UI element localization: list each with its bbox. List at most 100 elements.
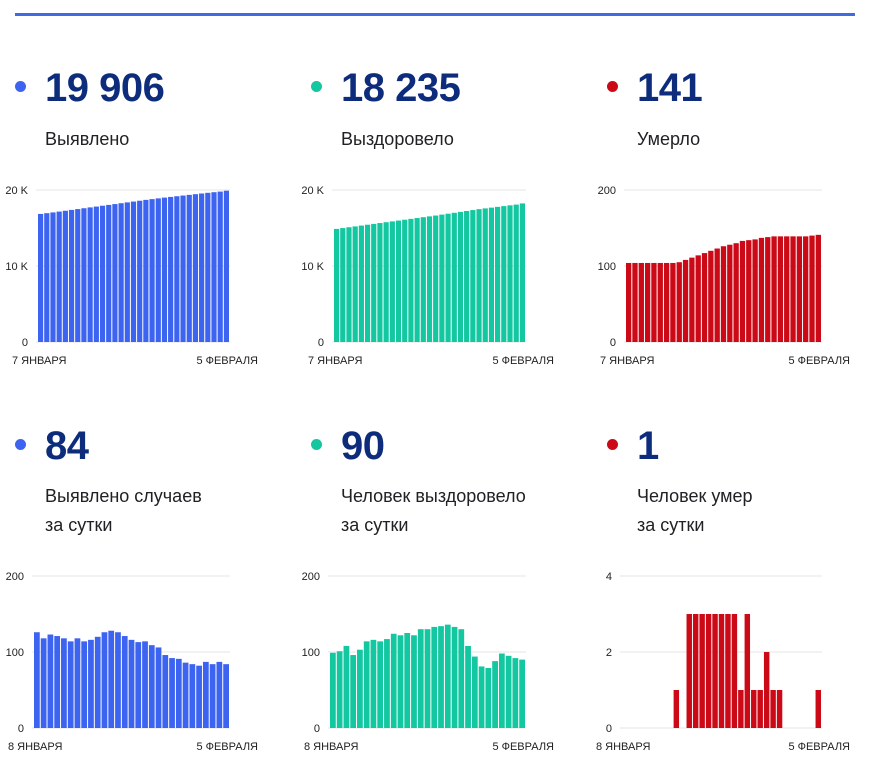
bar [495,206,501,342]
chart-daily-recovered: 0 100 200 8 ЯНВАРЯ 5 ФЕВРАЛЯ [302,571,554,753]
bar [682,259,689,342]
bar [377,223,383,342]
bar [470,210,476,342]
x-label-start: 8 ЯНВАРЯ [8,741,62,753]
y-tick-label: 2 [606,647,612,659]
bar [701,253,708,342]
y-tick-label: 0 [610,337,616,349]
bar [67,641,74,728]
bar [771,236,777,342]
bar [346,227,352,342]
bar [209,664,216,728]
bar [47,634,54,728]
bar [507,205,513,342]
bar [673,690,680,728]
bar [519,659,525,728]
bar [485,667,492,728]
stat-label-line-2: за сутки [341,515,409,535]
bar [777,236,784,342]
bar [424,629,431,728]
bar [343,645,350,728]
bar [370,639,377,728]
bar [512,658,519,728]
bar [81,208,87,342]
bar [336,651,343,728]
bar [712,614,718,728]
bar [162,655,169,728]
stat-value: 1 [637,424,659,468]
bar [75,209,81,342]
bar [476,209,482,342]
bar [223,190,229,342]
green-dot-icon [311,439,322,450]
bar [720,246,727,342]
bar [790,236,796,342]
bar [68,209,75,342]
bar [93,206,99,342]
bar [458,629,465,728]
bar [686,614,692,728]
bar [744,614,751,728]
bar [784,236,790,342]
bar [88,639,94,728]
bar [384,639,390,728]
bar [433,215,439,342]
bar [216,661,223,728]
bar [330,652,336,728]
bar [431,626,438,728]
bar [118,203,124,342]
blue-dot-icon [15,439,26,450]
bar [414,218,420,342]
bar [223,664,229,728]
y-tick-label: 0 [314,723,320,735]
red-dot-icon [607,439,618,450]
bar [657,262,663,342]
bar [632,262,638,342]
stat-value: 90 [341,424,385,468]
stat-daily-recovered: 90 Человек выздоровело за сутки [311,422,591,542]
bar [101,632,108,728]
bar [519,203,525,342]
bar [211,192,217,342]
y-tick-label: 200 [598,185,616,197]
bar [168,196,174,342]
bar [765,237,771,342]
stat-label: Выявлено [45,129,130,149]
bar [417,629,424,728]
bar [34,632,40,728]
top-accent-line [15,13,855,16]
bar [99,205,106,342]
bar [61,638,67,728]
bar [763,652,770,728]
stat-label-line-1: Человек умер [637,486,753,506]
bar [478,666,485,728]
bar [175,658,182,728]
bar [81,641,88,728]
bar [124,202,130,342]
stat-total-recovered: 18 235 Выздоровело [311,64,591,164]
bar [444,624,451,728]
bar [809,235,815,342]
bar [137,200,143,342]
y-tick-label: 10 K [5,261,28,273]
bar [404,633,411,728]
bar [196,665,202,728]
bar [492,661,498,728]
stat-label: Выздоровело [341,129,454,149]
bar [725,614,731,728]
bar [488,207,495,342]
bar [731,614,738,728]
bar [202,661,209,728]
bar [364,224,371,342]
x-label-start: 7 ЯНВАРЯ [308,355,362,367]
bar [457,211,464,342]
bar [174,196,180,342]
y-tick-label: 20 K [5,185,28,197]
x-label-end: 5 ФЕВРАЛЯ [196,741,258,753]
chart-cumulative-cases: 0 10 K 20 K 7 ЯНВАРЯ 5 ФЕВРАЛЯ [5,185,258,367]
y-tick-label: 0 [318,337,324,349]
bar [395,220,402,342]
stat-label: Умерло [637,129,701,149]
chart-cumulative-recovered: 0 10 K 20 K 7 ЯНВАРЯ 5 ФЕВРАЛЯ [301,185,554,367]
bar [465,645,471,728]
